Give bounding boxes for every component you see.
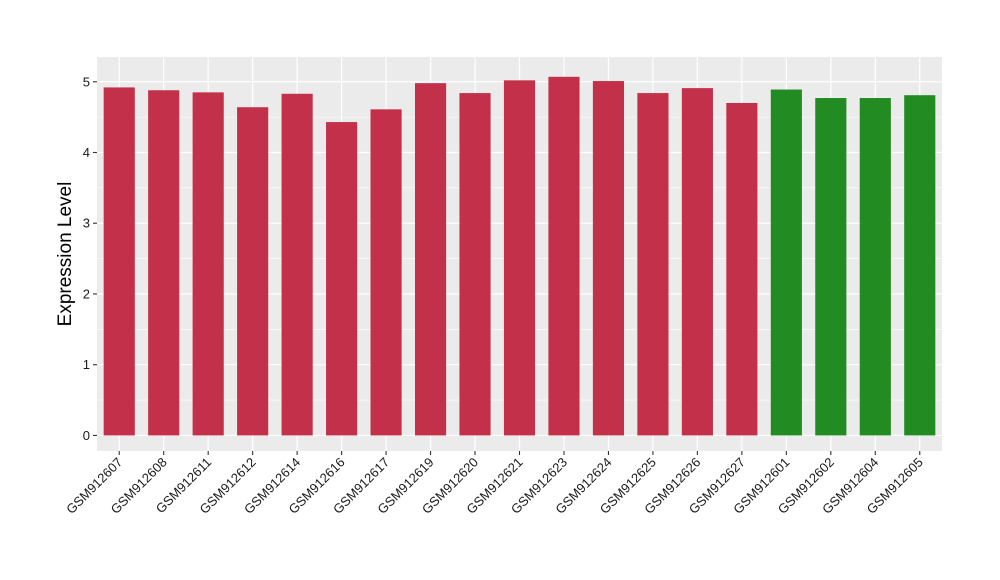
y-tick-label: 3 — [83, 216, 90, 231]
bar — [770, 89, 802, 436]
bars — [103, 76, 936, 436]
x-axis: GSM912607GSM912608GSM912611GSM912612GSM9… — [63, 451, 926, 517]
y-tick-label: 0 — [83, 428, 90, 443]
bar — [103, 87, 135, 436]
bar — [326, 122, 358, 436]
bar — [414, 83, 447, 436]
bar — [548, 76, 580, 436]
y-tick-label: 2 — [83, 286, 90, 301]
bar — [503, 80, 536, 436]
bar — [815, 98, 847, 436]
y-tick-label: 4 — [83, 145, 90, 160]
y-axis: 0 1 2 3 4 5 — [83, 74, 97, 443]
bar — [592, 81, 625, 436]
bar — [370, 109, 402, 436]
bar — [281, 93, 313, 436]
bar — [726, 102, 758, 436]
bar — [148, 90, 180, 436]
bar — [192, 92, 224, 436]
bar — [637, 93, 669, 436]
y-tick-label: 1 — [83, 357, 90, 372]
bar — [459, 93, 491, 436]
y-axis-title: Expression Level — [55, 182, 76, 327]
bar — [681, 88, 713, 436]
bar — [859, 98, 891, 436]
bar — [237, 107, 269, 436]
bar — [904, 95, 936, 436]
y-tick-label: 5 — [83, 74, 90, 89]
